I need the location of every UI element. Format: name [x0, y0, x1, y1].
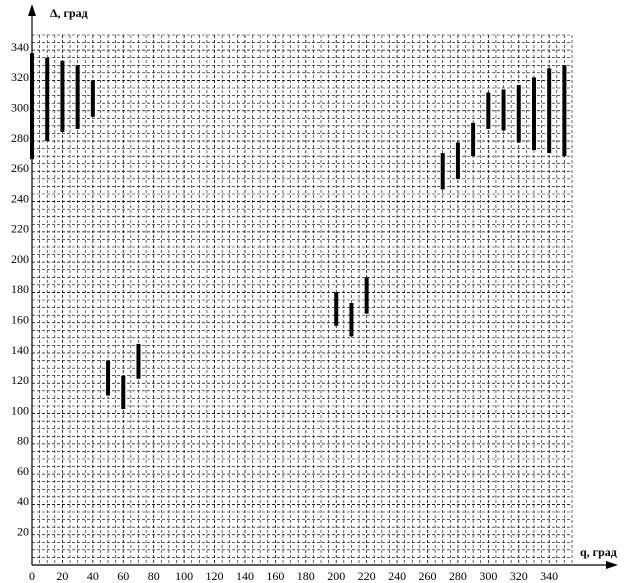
y-tick-label: 260 — [11, 161, 29, 175]
y-axis-label: Δ, град — [50, 6, 88, 20]
x-tick-label: 280 — [449, 569, 467, 583]
y-tick-label: 180 — [11, 282, 29, 296]
x-tick-label: 200 — [327, 569, 345, 583]
y-tick-label: 20 — [17, 524, 29, 538]
range-bar — [106, 360, 111, 396]
range-bar — [471, 122, 476, 157]
y-tick-label: 60 — [17, 464, 29, 478]
x-tick-label: 220 — [358, 569, 376, 583]
x-tick-label: 340 — [540, 569, 558, 583]
range-bar — [349, 303, 354, 337]
y-tick-label: 120 — [11, 373, 29, 387]
x-tick-label: 180 — [297, 569, 315, 583]
range-bar — [90, 80, 95, 117]
x-tick-label: 140 — [236, 569, 254, 583]
range-bar — [486, 92, 491, 129]
range-bar — [121, 375, 126, 410]
range-bar — [60, 60, 65, 132]
range-bar — [440, 153, 445, 190]
y-tick-label: 140 — [11, 343, 29, 357]
y-tick-label: 280 — [11, 131, 29, 145]
x-tick-label: 0 — [29, 569, 35, 583]
x-axis-label: q, град — [580, 545, 617, 559]
range-bar — [136, 343, 141, 379]
y-axis-arrow — [28, 4, 36, 16]
x-tick-label: 60 — [117, 569, 129, 583]
x-tick-label: 300 — [479, 569, 497, 583]
y-tick-label: 300 — [11, 100, 29, 114]
y-tick-label: 100 — [11, 403, 29, 417]
y-tick-label: 240 — [11, 191, 29, 205]
range-bar — [45, 57, 50, 141]
range-bar — [501, 89, 506, 131]
range-bar — [562, 65, 567, 157]
y-tick-label: 200 — [11, 252, 29, 266]
y-tick-label: 80 — [17, 434, 29, 448]
x-tick-label: 40 — [87, 569, 99, 583]
range-bar — [75, 65, 80, 129]
y-tick-label: 40 — [17, 494, 29, 508]
x-tick-label: 260 — [418, 569, 436, 583]
range-bar — [334, 292, 339, 326]
range-bar — [364, 277, 369, 314]
y-tick-label: 340 — [11, 40, 29, 54]
x-tick-label: 20 — [56, 569, 68, 583]
y-tick-label: 160 — [11, 312, 29, 326]
range-bar — [30, 53, 34, 160]
x-axis-arrow — [606, 561, 618, 569]
x-tick-label: 120 — [206, 569, 224, 583]
x-tick-label: 320 — [510, 569, 528, 583]
x-tick-label: 80 — [148, 569, 160, 583]
y-tick-label: 220 — [11, 222, 29, 236]
range-bar — [547, 68, 552, 154]
range-bar — [455, 142, 460, 179]
x-tick-label: 240 — [388, 569, 406, 583]
y-tick-label: 320 — [11, 70, 29, 84]
x-tick-label: 100 — [175, 569, 193, 583]
x-tick-label: 160 — [266, 569, 284, 583]
range-bar — [516, 84, 521, 143]
range-bar — [531, 77, 536, 151]
